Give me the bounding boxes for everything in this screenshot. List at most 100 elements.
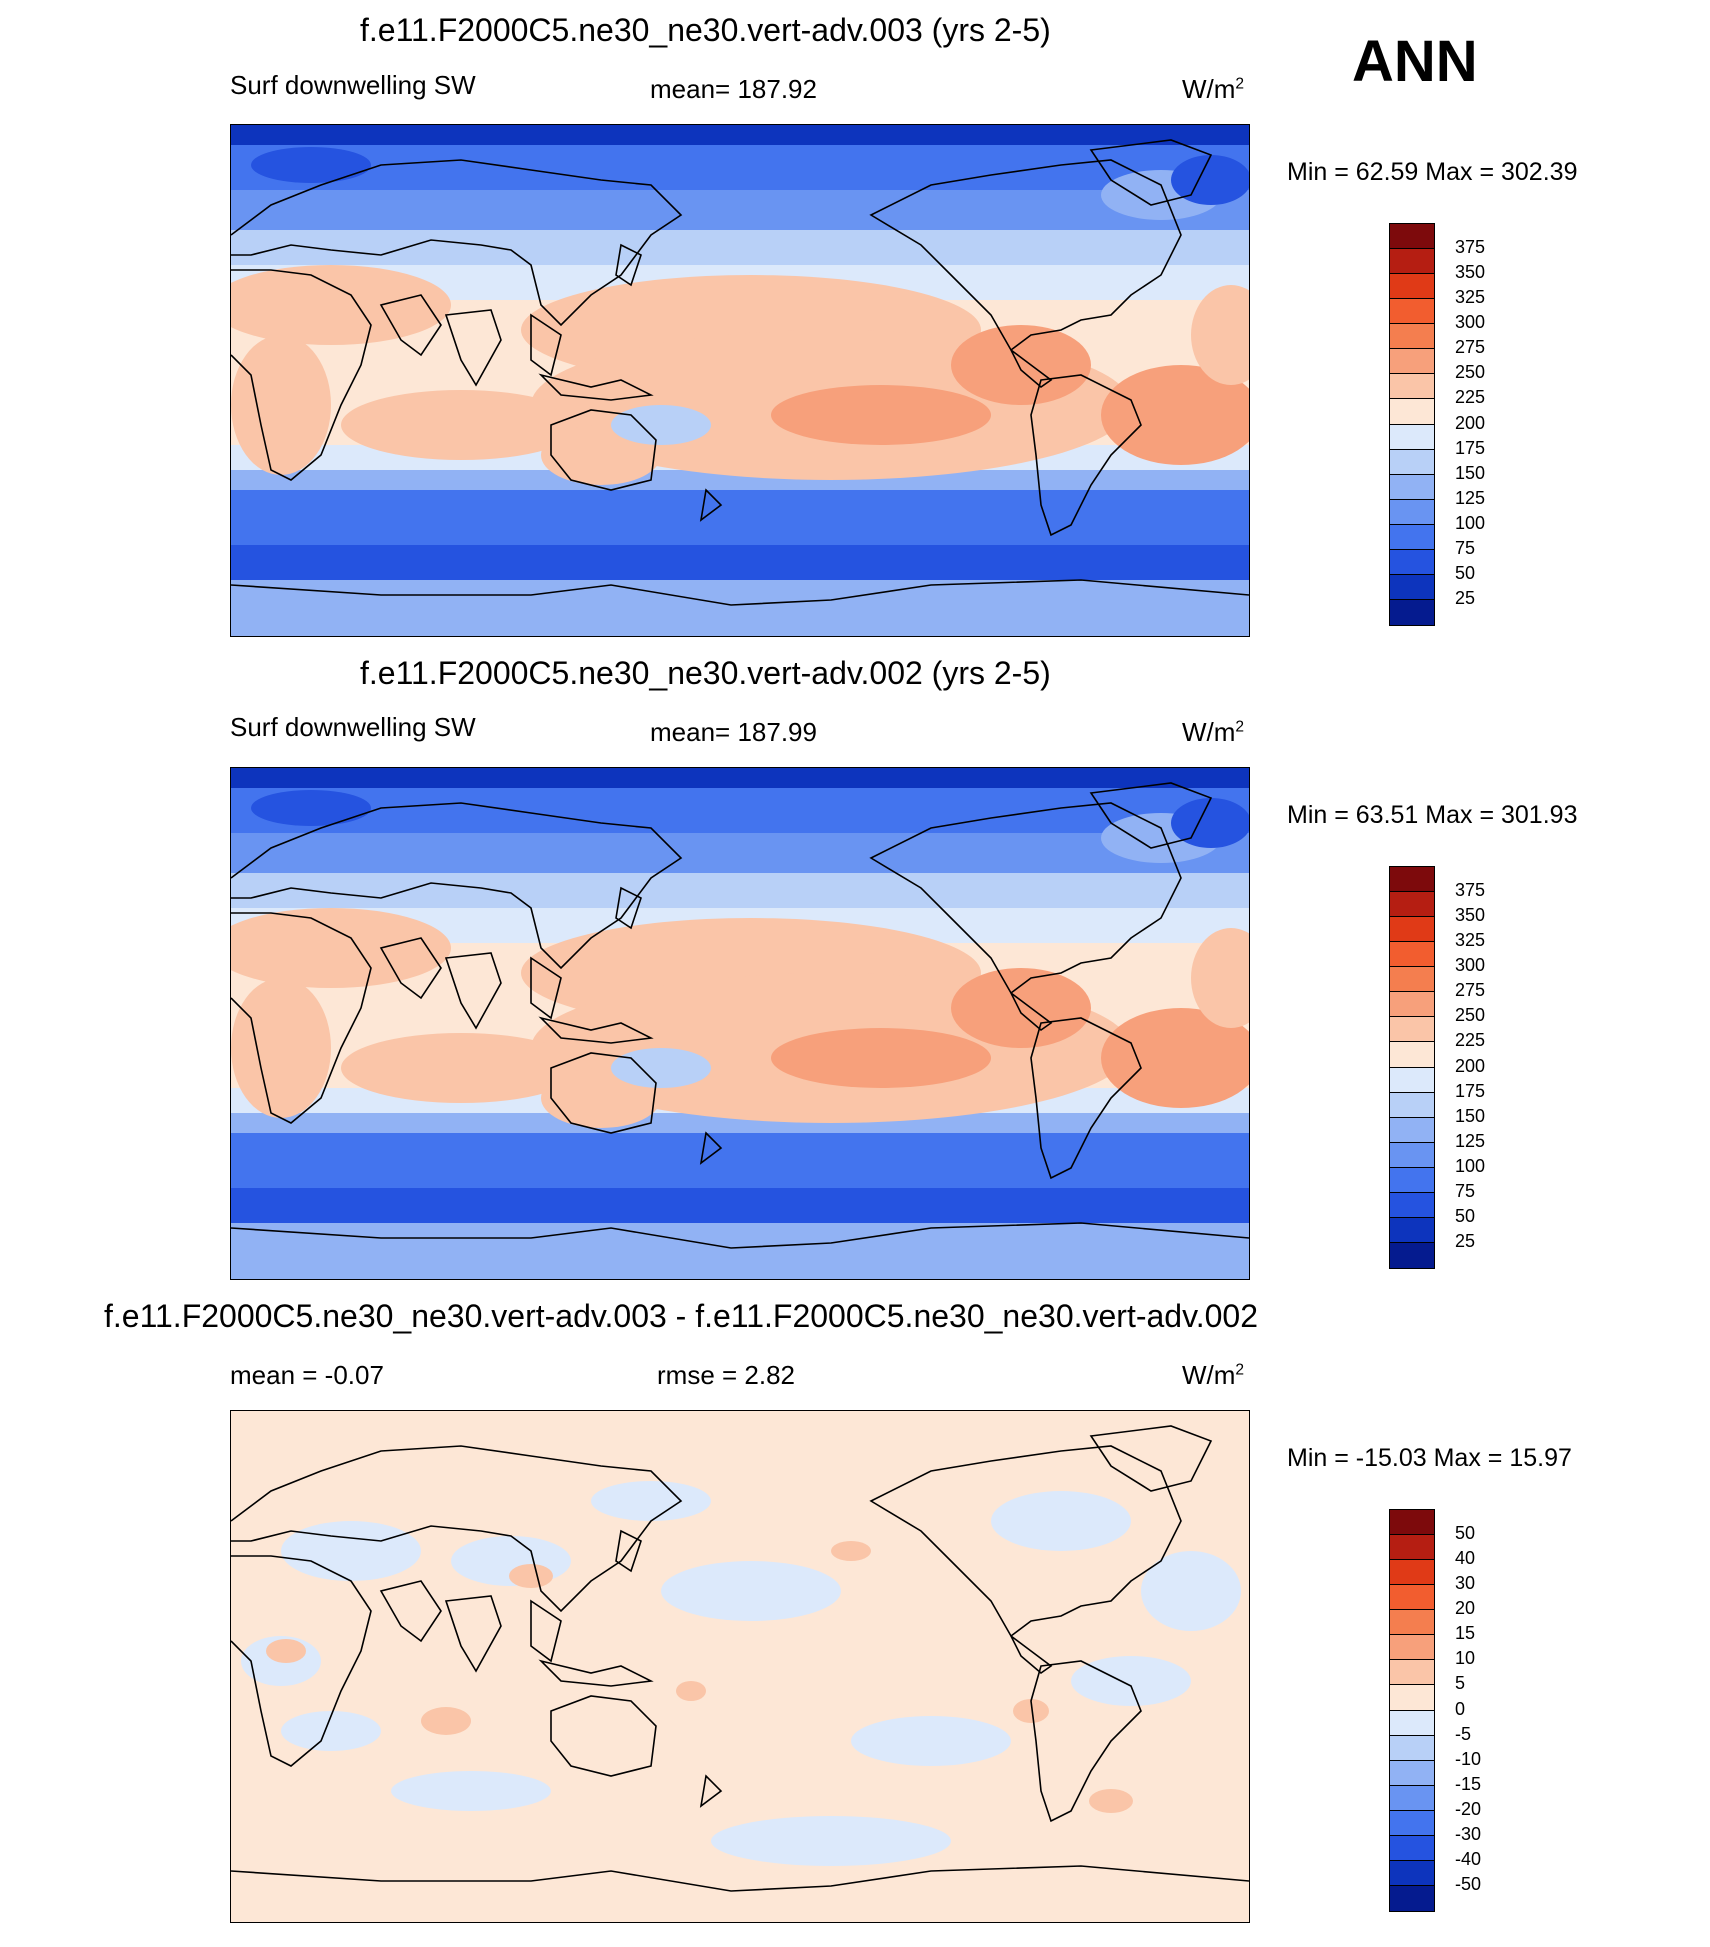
colorbar-tick-label: 50 <box>1455 562 1476 583</box>
colorbar-tick-label: -30 <box>1455 1823 1482 1844</box>
colorbar-swatch <box>1390 1192 1434 1218</box>
colorbar-tick-label: 100 <box>1455 1155 1486 1176</box>
panel-3-mean-label: mean = -0.07 <box>230 1360 384 1390</box>
colorbar-tick-label: 40 <box>1455 1548 1476 1569</box>
panel-3-map <box>230 1410 1250 1923</box>
colorbar-tick-label: 0 <box>1455 1698 1466 1719</box>
colorbar-tick-label: -50 <box>1455 1873 1482 1894</box>
colorbar-tick-label: 250 <box>1455 1005 1486 1026</box>
colorbar-swatch <box>1390 1167 1434 1193</box>
panel-1-units: W/m2 <box>1182 74 1245 104</box>
panel-2-mean-label: mean= 187.99 <box>650 717 817 747</box>
colorbar-swatch <box>1390 524 1434 550</box>
colorbar-tick-label: 375 <box>1455 880 1486 901</box>
colorbar-tick-label: 75 <box>1455 1180 1476 1201</box>
colorbar-tick-label: 75 <box>1455 537 1476 558</box>
colorbar-swatch <box>1390 1017 1434 1043</box>
panel-2-units: W/m2 <box>1182 717 1245 747</box>
colorbar-swatch <box>1390 1092 1434 1118</box>
colorbar-tick-label: 125 <box>1455 487 1486 508</box>
colorbar-swatch <box>1390 1042 1434 1068</box>
colorbar-swatch <box>1390 1535 1434 1561</box>
colorbar-swatch <box>1390 599 1434 625</box>
colorbar-tick-label: -20 <box>1455 1798 1482 1819</box>
panel-3-field <box>231 1411 1249 1922</box>
colorbar-swatch <box>1390 1760 1434 1786</box>
colorbar-tick-label: 20 <box>1455 1598 1476 1619</box>
colorbar-tick-label: 200 <box>1455 412 1486 433</box>
colorbar-tick-label: 10 <box>1455 1648 1476 1669</box>
colorbar-swatch <box>1390 349 1434 375</box>
panel-1-colorbar <box>1389 223 1435 626</box>
colorbar-tick-label: 250 <box>1455 362 1486 383</box>
panel-1-field <box>231 125 1249 636</box>
panel-2-minmax: Min = 63.51 Max = 301.93 <box>1287 801 1578 829</box>
colorbar-swatch <box>1390 1560 1434 1586</box>
panel-2-variable-label: Surf downwelling SW <box>230 712 476 742</box>
colorbar-tick-label: 50 <box>1455 1205 1476 1226</box>
colorbar-tick-label: 15 <box>1455 1623 1476 1644</box>
colorbar-swatch <box>1390 1860 1434 1886</box>
colorbar-swatch <box>1390 1510 1434 1536</box>
colorbar-tick-label: 325 <box>1455 287 1486 308</box>
colorbar-swatch <box>1390 1610 1434 1636</box>
panel-3-colorbar <box>1389 1509 1435 1912</box>
colorbar-swatch <box>1390 1710 1434 1736</box>
colorbar-tick-label: 100 <box>1455 512 1486 533</box>
colorbar-tick-label: 175 <box>1455 1080 1486 1101</box>
colorbar-swatch <box>1390 1735 1434 1761</box>
colorbar-swatch <box>1390 224 1434 250</box>
colorbar-tick-label: 200 <box>1455 1055 1486 1076</box>
colorbar-swatch <box>1390 374 1434 400</box>
colorbar-tick-label: 50 <box>1455 1523 1476 1544</box>
colorbar-swatch <box>1390 867 1434 893</box>
season-label: ANN <box>1352 29 1478 94</box>
panel-2-field <box>231 768 1249 1279</box>
panel-3-rmse-label: rmse = 2.82 <box>657 1360 796 1390</box>
colorbar-tick-label: 125 <box>1455 1130 1486 1151</box>
colorbar-swatch <box>1390 1585 1434 1611</box>
colorbar-swatch <box>1390 1810 1434 1836</box>
colorbar-tick-label: 275 <box>1455 980 1486 1001</box>
colorbar-swatch <box>1390 249 1434 275</box>
panel-3-units: W/m2 <box>1182 1360 1245 1390</box>
colorbar-swatch <box>1390 892 1434 918</box>
colorbar-swatch <box>1390 917 1434 943</box>
colorbar-swatch <box>1390 399 1434 425</box>
colorbar-swatch <box>1390 324 1434 350</box>
colorbar-swatch <box>1390 1142 1434 1168</box>
colorbar-swatch <box>1390 274 1434 300</box>
colorbar-tick-label: 325 <box>1455 930 1486 951</box>
colorbar-swatch <box>1390 1785 1434 1811</box>
panel-1-mean-label: mean= 187.92 <box>650 74 817 104</box>
colorbar-swatch <box>1390 1117 1434 1143</box>
colorbar-swatch <box>1390 1685 1434 1711</box>
colorbar-tick-label: 350 <box>1455 905 1486 926</box>
panel-2-title: f.e11.F2000C5.ne30_ne30.vert-adv.002 (yr… <box>360 655 1051 691</box>
panel-3-minmax: Min = -15.03 Max = 15.97 <box>1287 1444 1572 1472</box>
panel-1-map <box>230 124 1250 637</box>
colorbar-swatch <box>1390 424 1434 450</box>
colorbar-swatch <box>1390 1067 1434 1093</box>
colorbar-swatch <box>1390 549 1434 575</box>
colorbar-swatch <box>1390 942 1434 968</box>
colorbar-swatch <box>1390 474 1434 500</box>
colorbar-swatch <box>1390 1242 1434 1268</box>
panel-1-variable-label: Surf downwelling SW <box>230 70 476 100</box>
panel-1-minmax: Min = 62.59 Max = 302.39 <box>1287 158 1578 186</box>
panel-2-colorbar <box>1389 866 1435 1269</box>
colorbar-swatch <box>1390 499 1434 525</box>
colorbar-tick-label: -40 <box>1455 1848 1482 1869</box>
colorbar-swatch <box>1390 449 1434 475</box>
colorbar-tick-label: 375 <box>1455 237 1486 258</box>
colorbar-tick-label: 175 <box>1455 437 1486 458</box>
colorbar-tick-label: 5 <box>1455 1673 1466 1694</box>
colorbar-swatch <box>1390 1660 1434 1686</box>
colorbar-tick-label: -5 <box>1455 1723 1472 1744</box>
colorbar-swatch <box>1390 967 1434 993</box>
colorbar-tick-label: 225 <box>1455 387 1486 408</box>
panel-1-title: f.e11.F2000C5.ne30_ne30.vert-adv.003 (yr… <box>360 12 1051 48</box>
colorbar-swatch <box>1390 574 1434 600</box>
colorbar-tick-label: -10 <box>1455 1748 1482 1769</box>
colorbar-tick-label: 150 <box>1455 462 1486 483</box>
